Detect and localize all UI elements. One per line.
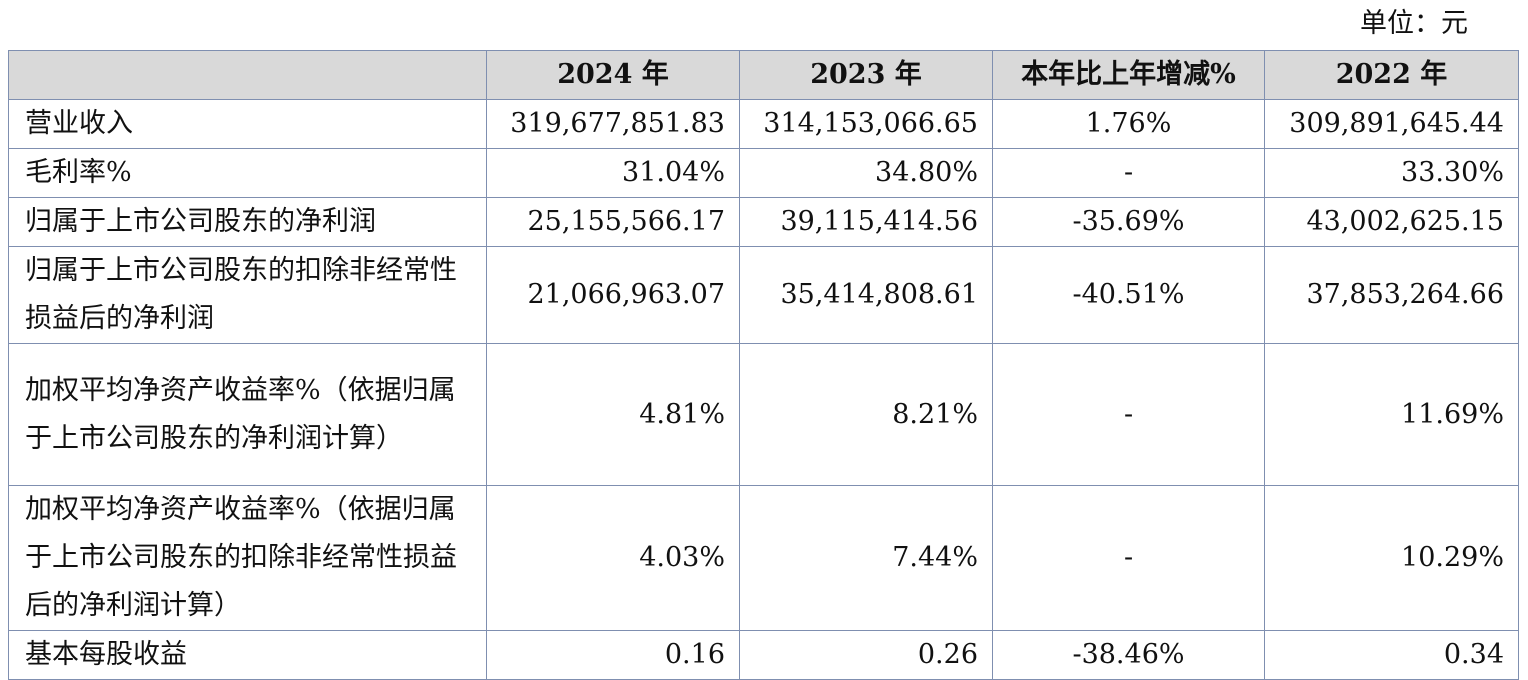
financial-summary-table: 2024 年 2023 年 本年比上年增减% 2022 年 营业收入 319,6…	[8, 50, 1519, 680]
value-2023: 34.80%	[739, 148, 993, 198]
value-change: -38.46%	[992, 630, 1265, 680]
value-2022: 43,002,625.15	[1264, 197, 1519, 247]
header-2024: 2024 年	[486, 50, 740, 100]
value-2022: 309,891,645.44	[1264, 99, 1519, 149]
value-change: -	[992, 485, 1265, 631]
row-label: 加权平均净资产收益率%（依据归属于上市公司股东的扣除非经常性损益后的净利润计算）	[8, 485, 487, 631]
value-2024: 4.03%	[486, 485, 740, 631]
value-change: -40.51%	[992, 246, 1265, 344]
value-2023: 8.21%	[739, 343, 993, 486]
row-label: 毛利率%	[8, 148, 487, 198]
row-label: 加权平均净资产收益率%（依据归属于上市公司股东的净利润计算）	[8, 343, 487, 486]
value-2022: 0.34	[1264, 630, 1519, 680]
table-row: 加权平均净资产收益率%（依据归属于上市公司股东的净利润计算） 4.81% 8.2…	[8, 343, 1519, 486]
header-2022: 2022 年	[1264, 50, 1519, 100]
value-2022: 10.29%	[1264, 485, 1519, 631]
value-2022: 33.30%	[1264, 148, 1519, 198]
value-change: -	[992, 343, 1265, 486]
value-2023: 35,414,808.61	[739, 246, 993, 344]
value-change: -	[992, 148, 1265, 198]
row-label: 归属于上市公司股东的扣除非经常性损益后的净利润	[8, 246, 487, 344]
row-label: 归属于上市公司股东的净利润	[8, 197, 487, 247]
header-item	[8, 50, 487, 100]
unit-label: 单位：元	[1360, 8, 1468, 39]
table-row: 归属于上市公司股东的净利润 25,155,566.17 39,115,414.5…	[8, 197, 1519, 247]
value-2024: 4.81%	[486, 343, 740, 486]
value-2024: 31.04%	[486, 148, 740, 198]
table-row: 归属于上市公司股东的扣除非经常性损益后的净利润 21,066,963.07 35…	[8, 246, 1519, 344]
value-2022: 11.69%	[1264, 343, 1519, 486]
table-row: 基本每股收益 0.16 0.26 -38.46% 0.34	[8, 630, 1519, 680]
header-change: 本年比上年增减%	[992, 50, 1265, 100]
value-2022: 37,853,264.66	[1264, 246, 1519, 344]
row-label: 基本每股收益	[8, 630, 487, 680]
value-change: -35.69%	[992, 197, 1265, 247]
table-row: 毛利率% 31.04% 34.80% - 33.30%	[8, 148, 1519, 198]
value-2023: 314,153,066.65	[739, 99, 993, 149]
value-2024: 319,677,851.83	[486, 99, 740, 149]
table-row: 加权平均净资产收益率%（依据归属于上市公司股东的扣除非经常性损益后的净利润计算）…	[8, 485, 1519, 631]
value-2023: 7.44%	[739, 485, 993, 631]
value-2024: 25,155,566.17	[486, 197, 740, 247]
table-row: 营业收入 319,677,851.83 314,153,066.65 1.76%…	[8, 99, 1519, 149]
value-2023: 39,115,414.56	[739, 197, 993, 247]
value-2024: 21,066,963.07	[486, 246, 740, 344]
value-2023: 0.26	[739, 630, 993, 680]
table-header-row: 2024 年 2023 年 本年比上年增减% 2022 年	[8, 50, 1519, 100]
header-2023: 2023 年	[739, 50, 993, 100]
value-change: 1.76%	[992, 99, 1265, 149]
row-label: 营业收入	[8, 99, 487, 149]
value-2024: 0.16	[486, 630, 740, 680]
